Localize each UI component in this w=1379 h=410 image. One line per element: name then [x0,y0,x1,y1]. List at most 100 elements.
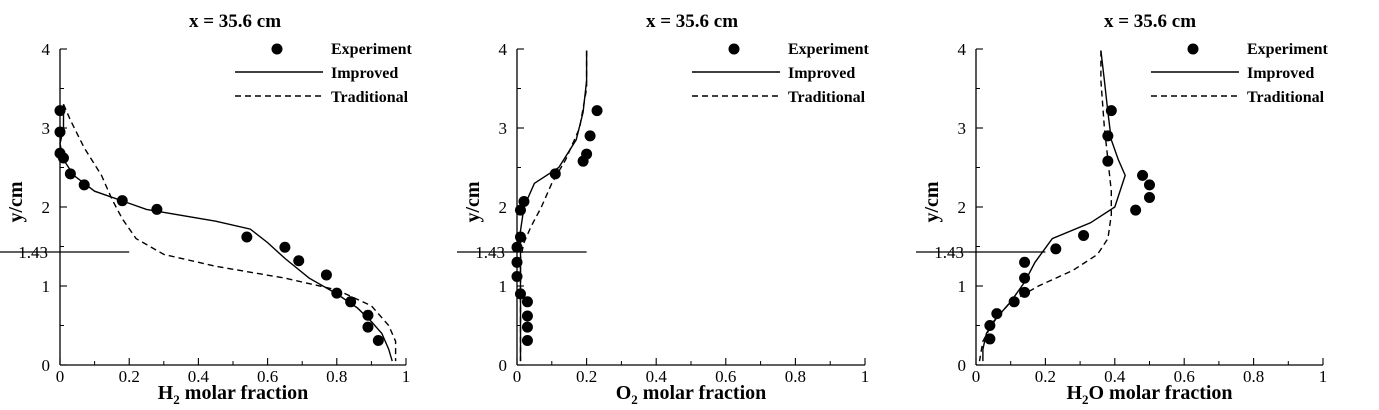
chart-panel-3: x = 35.6 cm0 0.2 0.4 0.6 0.8 1012341.43y/cmH2… [916,11,1329,407]
experiment-point [320,269,332,281]
experiment-point [372,335,384,347]
experiment-point [591,105,603,117]
experiment-point [521,310,533,322]
y-tick-label: 1 [958,277,967,296]
experiment-point [279,241,291,253]
x-tick-label: 0.8 [785,367,806,386]
y-tick-label: 4 [499,40,508,59]
y-tick-label: 4 [42,40,51,59]
chart-panel-1: x = 35.6 cm0 0.2 0.4 0.6 0.8 1012341.43y/cmH2… [0,11,413,407]
x-tick-label: 0.6 [257,367,278,386]
experiment-point [362,309,374,321]
y-tick-label: 4 [958,40,967,59]
x-axis-label-subscript: 2 [631,392,638,407]
experiment-point [1130,204,1142,216]
x-tick-label: 1 [1319,367,1328,386]
x-axis-label-main: O [616,382,632,404]
experiment-point [1144,192,1155,204]
experiment-point [511,256,523,268]
chart-title: x = 35.6 cm [189,11,281,32]
x-axis-label-subscript: 2 [173,392,180,407]
y-tick-label: 2 [958,198,967,217]
x-axis-label-main: H [158,382,174,404]
experiment-point [241,231,253,243]
reference-line-label: 1.43 [475,243,505,262]
legend-label-traditional: Traditional [331,89,409,106]
experiment-point [521,335,533,347]
x-tick-label: 0.2 [576,367,597,386]
x-tick-label: 1 [402,367,411,386]
legend-marker-experiment [271,43,283,55]
x-tick-label: 0 [513,367,522,386]
experiment-point [1078,229,1090,241]
experiment-point [521,321,533,333]
y-axis-label: y/cm [5,181,27,222]
experiment-point [1008,296,1020,308]
x-tick-label: 0 [972,367,981,386]
legend-label-improved: Improved [788,65,855,82]
y-tick-label: 0 [42,356,51,375]
x-axis-label-main: H [1066,382,1082,404]
experiment-point [984,333,996,345]
legend-label-experiment: Experiment [331,41,413,58]
experiment-point [1019,256,1031,268]
chart-panel-2: x = 35.6 cm0 0.2 0.4 0.6 0.8 1012341.43y/cmO2… [457,11,870,407]
experiment-point [584,130,596,142]
y-tick-label: 2 [499,198,508,217]
experiment-point [511,271,523,283]
x-tick-label: 0.4 [646,367,668,386]
x-tick-label: 0.6 [715,367,736,386]
experiment-point [293,255,305,267]
y-tick-label: 2 [42,198,51,217]
experiment-point [54,105,66,117]
chart-title: x = 35.6 cm [1104,11,1196,32]
legend-label-experiment: Experiment [788,41,870,58]
x-tick-label: 0.2 [119,367,140,386]
experiment-point [1137,169,1149,181]
reference-line-label: 1.43 [934,243,964,262]
experiment-point [991,308,1003,320]
x-tick-label: 0.4 [188,367,210,386]
legend-label-traditional: Traditional [1247,89,1325,106]
x-axis-label-rest: molar fraction [180,382,309,404]
traditional-line [978,50,1113,362]
traditional-line [62,104,397,362]
x-axis-label: O2 molar fraction [616,382,767,407]
legend-label-improved: Improved [1247,65,1314,82]
experiment-point [518,195,530,207]
legend-label-experiment: Experiment [1247,41,1329,58]
x-axis-label: H2 molar fraction [158,382,309,407]
experiment-point [64,168,76,180]
x-axis-label-rest: O molar fraction [1089,382,1233,404]
experiment-point [1019,272,1031,284]
improved-line [982,50,1126,362]
x-tick-label: 1 [861,367,870,386]
x-tick-label: 0.4 [1104,367,1126,386]
y-tick-label: 0 [958,356,967,375]
x-tick-label: 0.8 [1243,367,1264,386]
experiment-point [362,321,374,333]
traditional-line [519,50,588,362]
legend-marker-experiment [728,43,740,55]
legend-label-traditional: Traditional [788,89,866,106]
x-axis-label: H2O molar fraction [1066,382,1232,407]
x-tick-label: 0 [56,367,65,386]
experiment-point [151,203,163,215]
y-tick-label: 1 [499,277,508,296]
x-tick-label: 0.6 [1174,367,1195,386]
y-tick-label: 3 [958,119,967,138]
legend-marker-experiment [1187,43,1199,55]
y-tick-label: 3 [42,119,51,138]
experiment-point [511,241,523,253]
improved-line [59,104,393,362]
y-axis-label: y/cm [921,181,943,222]
x-tick-label: 0.2 [1035,367,1056,386]
experiment-point [1144,179,1155,191]
x-axis-label-subscript: 2 [1082,392,1089,407]
x-axis-label-rest: molar fraction [638,382,767,404]
y-tick-label: 0 [499,356,508,375]
legend-label-improved: Improved [331,65,398,82]
chart-title: x = 35.6 cm [646,11,738,32]
experiment-point [1050,243,1062,255]
